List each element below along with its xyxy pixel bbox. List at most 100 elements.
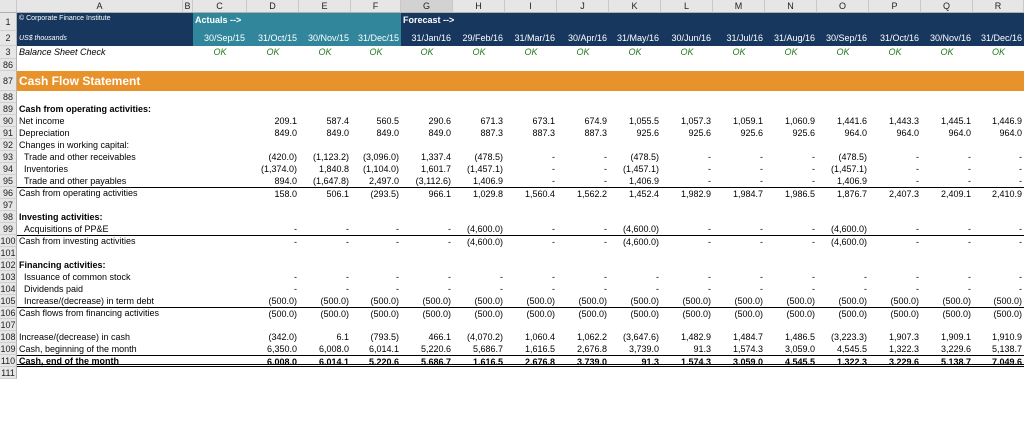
value-cell[interactable]: -: [916, 224, 919, 234]
value-cell[interactable]: -: [396, 224, 399, 234]
section-title[interactable]: Cash Flow Statement: [17, 71, 1024, 91]
value-cell[interactable]: -: [916, 152, 919, 162]
value-cell[interactable]: (4,070.2): [466, 332, 503, 342]
value-cell[interactable]: (4,600.0): [453, 235, 505, 247]
value-cell[interactable]: 1,574.3: [661, 355, 713, 367]
balance-check-ok[interactable]: OK: [940, 47, 954, 57]
value-cell[interactable]: -: [604, 272, 607, 282]
value-cell[interactable]: (4,600.0): [817, 235, 869, 247]
row-label[interactable]: Issuance of common stock: [19, 272, 131, 282]
value-cell[interactable]: 673.1: [532, 116, 555, 126]
value-cell[interactable]: -: [812, 152, 815, 162]
row-label[interactable]: [17, 367, 193, 379]
value-cell[interactable]: -: [346, 224, 349, 234]
value-cell[interactable]: -: [604, 284, 607, 294]
value-cell[interactable]: 1,441.6: [836, 116, 867, 126]
balance-check-ok[interactable]: OK: [420, 47, 434, 57]
column-header-b[interactable]: B: [183, 0, 193, 13]
row-number[interactable]: 111: [0, 367, 17, 379]
value-cell[interactable]: -: [346, 272, 349, 282]
value-cell[interactable]: 671.3: [480, 116, 503, 126]
row-number[interactable]: 107: [0, 319, 17, 331]
value-cell[interactable]: -: [916, 164, 919, 174]
value-cell[interactable]: 849.0: [274, 128, 297, 138]
value-cell[interactable]: 4,545.5: [765, 355, 817, 367]
date-header-cell[interactable]: 31/Jul/16: [713, 31, 765, 46]
row-label[interactable]: Cash from investing activities: [19, 236, 136, 246]
row-label[interactable]: Cash, beginning of the month: [19, 344, 137, 354]
date-header-cell[interactable]: 30/Sep/15: [193, 31, 247, 46]
actuals-label-cell[interactable]: Actuals -->: [193, 13, 401, 31]
value-cell[interactable]: -: [505, 235, 557, 247]
value-cell[interactable]: -: [351, 235, 401, 247]
value-cell[interactable]: (1,374.0): [260, 164, 297, 174]
column-header-j[interactable]: J: [557, 0, 609, 13]
value-cell[interactable]: 1,876.7: [817, 187, 869, 199]
row-number[interactable]: 101: [0, 247, 17, 259]
row-number[interactable]: 104: [0, 283, 17, 295]
value-cell[interactable]: (3,647.6): [622, 332, 659, 342]
value-cell[interactable]: 3,229.6: [869, 355, 921, 367]
value-cell[interactable]: 1,406.9: [472, 176, 503, 186]
balance-check-ok[interactable]: OK: [213, 47, 227, 57]
value-cell[interactable]: -: [760, 224, 763, 234]
value-cell[interactable]: (4,600.0): [466, 224, 503, 234]
value-cell[interactable]: 506.1: [299, 187, 351, 199]
balance-check-ok[interactable]: OK: [888, 47, 902, 57]
value-cell[interactable]: 5,138.7: [991, 344, 1022, 354]
value-cell[interactable]: -: [656, 284, 659, 294]
value-cell[interactable]: 849.0: [428, 128, 451, 138]
date-header-cell[interactable]: 30/Nov/15: [299, 31, 351, 46]
value-cell[interactable]: 1,322.3: [817, 355, 869, 367]
value-cell[interactable]: 5,220.6: [420, 344, 451, 354]
row-number[interactable]: 102: [0, 259, 17, 271]
value-cell[interactable]: -: [968, 152, 971, 162]
row-number[interactable]: 97: [0, 199, 17, 211]
row-number[interactable]: 91: [0, 127, 17, 139]
value-cell[interactable]: 925.6: [740, 128, 763, 138]
date-header-cell[interactable]: 31/May/16: [609, 31, 661, 46]
value-cell[interactable]: 91.3: [609, 355, 661, 367]
value-cell[interactable]: -: [1019, 272, 1022, 282]
column-header-n[interactable]: N: [765, 0, 817, 13]
value-cell[interactable]: 887.3: [584, 128, 607, 138]
value-cell[interactable]: -: [812, 164, 815, 174]
value-cell[interactable]: 887.3: [480, 128, 503, 138]
value-cell[interactable]: -: [552, 224, 555, 234]
balance-check-ok[interactable]: OK: [266, 47, 280, 57]
row-number[interactable]: 100: [0, 235, 17, 247]
balance-check-ok[interactable]: OK: [836, 47, 850, 57]
value-cell[interactable]: (500.0): [557, 307, 609, 319]
row-number[interactable]: 105: [0, 295, 17, 307]
value-cell[interactable]: 3,229.6: [940, 344, 971, 354]
row-number[interactable]: 106: [0, 307, 17, 319]
column-header-p[interactable]: P: [869, 0, 921, 13]
row-label[interactable]: Net income: [19, 116, 65, 126]
value-cell[interactable]: 925.6: [636, 128, 659, 138]
value-cell[interactable]: (500.0): [765, 307, 817, 319]
value-cell[interactable]: -: [557, 235, 609, 247]
column-header-i[interactable]: I: [505, 0, 557, 13]
value-cell[interactable]: 849.0: [326, 128, 349, 138]
balance-check-ok[interactable]: OK: [732, 47, 746, 57]
value-cell[interactable]: (500.0): [351, 307, 401, 319]
value-cell[interactable]: -: [760, 176, 763, 186]
value-cell[interactable]: 887.3: [532, 128, 555, 138]
value-cell[interactable]: -: [661, 235, 713, 247]
row-label[interactable]: Changes in working capital:: [19, 140, 130, 150]
value-cell[interactable]: 1,574.3: [732, 344, 763, 354]
value-cell[interactable]: (500.0): [921, 307, 973, 319]
value-cell[interactable]: 2,409.1: [921, 187, 973, 199]
value-cell[interactable]: -: [921, 235, 973, 247]
column-header-k[interactable]: K: [609, 0, 661, 13]
value-cell[interactable]: (500.0): [370, 296, 399, 306]
value-cell[interactable]: (793.5): [370, 332, 399, 342]
value-cell[interactable]: -: [708, 272, 711, 282]
row-number[interactable]: 99: [0, 223, 17, 235]
value-cell[interactable]: -: [656, 272, 659, 282]
balance-check-ok[interactable]: OK: [680, 47, 694, 57]
value-cell[interactable]: 1,484.7: [732, 332, 763, 342]
value-cell[interactable]: 1,616.5: [453, 355, 505, 367]
value-cell[interactable]: (420.0): [268, 152, 297, 162]
value-cell[interactable]: 3,059.0: [784, 344, 815, 354]
